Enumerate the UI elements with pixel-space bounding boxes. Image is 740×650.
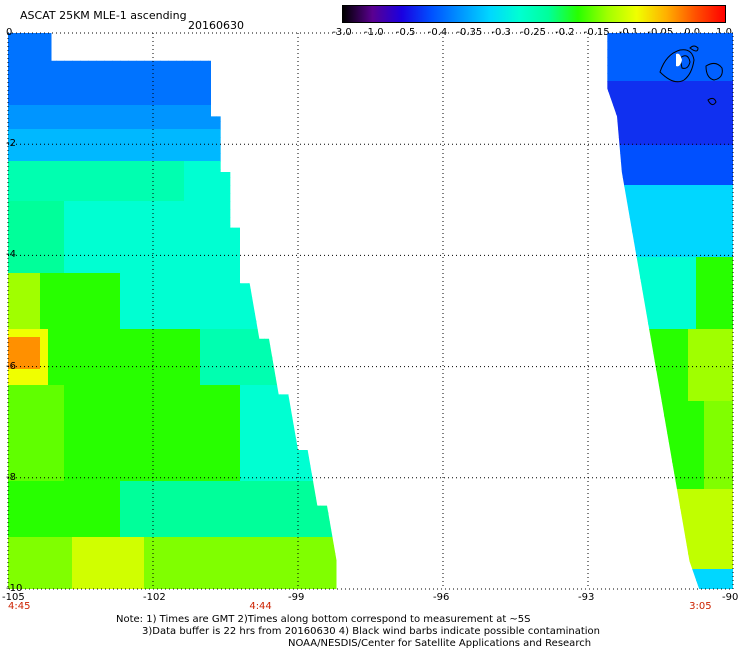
colorbar-tick-label: -0.4 (427, 27, 448, 38)
latitude-label: -4 (6, 249, 16, 261)
latitude-label: -2 (6, 138, 16, 150)
note-line-1: Note: 1) Times are GMT 2)Times along bot… (116, 614, 531, 625)
colorbar (342, 5, 726, 23)
time-label: 3:05 (689, 601, 712, 612)
west-swath (8, 33, 337, 589)
colorbar-tick-label: -3.0 (332, 27, 352, 38)
coastline-islands (659, 45, 723, 106)
longitude-label: -90 (722, 592, 739, 603)
colorbar-tick-label: -0.35 (456, 27, 483, 38)
map-date: 20160630 (188, 19, 244, 32)
longitude-label: -105 (2, 592, 25, 603)
latitude-label: -8 (6, 471, 16, 483)
longitude-label: -102 (143, 592, 166, 603)
map-title: ASCAT 25KM MLE-1 ascending (20, 9, 187, 22)
colorbar-tick-label: -1.0 (364, 27, 384, 38)
latitude-label: -10 (6, 583, 23, 594)
longitude-label: -99 (288, 592, 305, 603)
latitude-label: -6 (6, 360, 16, 372)
colorbar-tick-label: -0.5 (395, 27, 416, 38)
longitude-label: -96 (433, 592, 450, 603)
note-line-2: 3)Data buffer is 22 hrs from 20160630 4)… (142, 626, 600, 637)
colorbar-tick-label: -0.3 (491, 27, 511, 38)
time-label: 4:44 (249, 601, 272, 612)
time-label: 4:45 (8, 601, 31, 612)
east-swath (607, 33, 733, 589)
graticule (7, 32, 734, 590)
latitude-label: 0 (6, 27, 13, 38)
longitude-label: -93 (578, 592, 595, 603)
note-line-3: NOAA/NESDIS/Center for Satellite Applica… (288, 638, 592, 649)
